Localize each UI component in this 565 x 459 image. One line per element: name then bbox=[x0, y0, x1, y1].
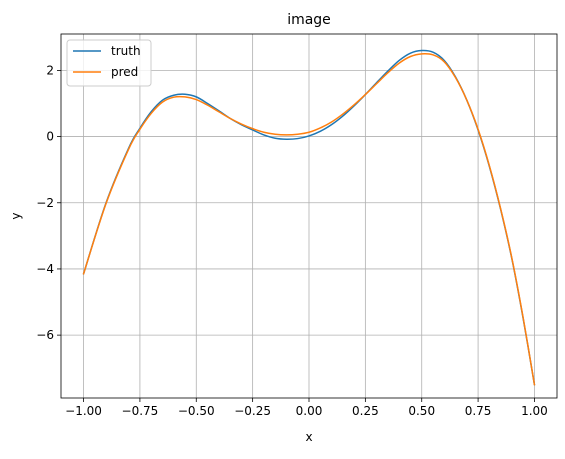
x-tick-label: −0.50 bbox=[178, 404, 215, 418]
series-layer bbox=[82, 49, 536, 386]
x-tick-label: −1.00 bbox=[65, 404, 102, 418]
x-tick-label: −0.75 bbox=[122, 404, 159, 418]
y-tick-label: −4 bbox=[36, 262, 54, 276]
y-tick-label: −2 bbox=[36, 196, 54, 210]
y-tick-label: −6 bbox=[36, 328, 54, 342]
x-tick-label: 0.75 bbox=[465, 404, 492, 418]
y-tick-label: 2 bbox=[46, 63, 54, 77]
x-tick-label: −0.25 bbox=[234, 404, 271, 418]
x-tick-label: 0.00 bbox=[296, 404, 323, 418]
x-tick-label: 0.25 bbox=[352, 404, 379, 418]
series-line-pred bbox=[82, 52, 536, 386]
legend: truth pred bbox=[66, 39, 152, 87]
chart-title: image bbox=[287, 12, 331, 28]
legend-label-pred: pred bbox=[111, 65, 138, 79]
y-axis-label: y bbox=[9, 212, 23, 219]
x-tick-label: 0.50 bbox=[408, 404, 435, 418]
legend-label-truth: truth bbox=[111, 44, 141, 58]
ticks: −1.00 −0.75 −0.50 −0.25 0.00 0.25 0.50 0.75 1.00… bbox=[36, 63, 548, 418]
y-tick-label: 0 bbox=[46, 130, 54, 144]
x-axis-label: x bbox=[305, 430, 312, 444]
x-tick-label: 1.00 bbox=[521, 404, 548, 418]
